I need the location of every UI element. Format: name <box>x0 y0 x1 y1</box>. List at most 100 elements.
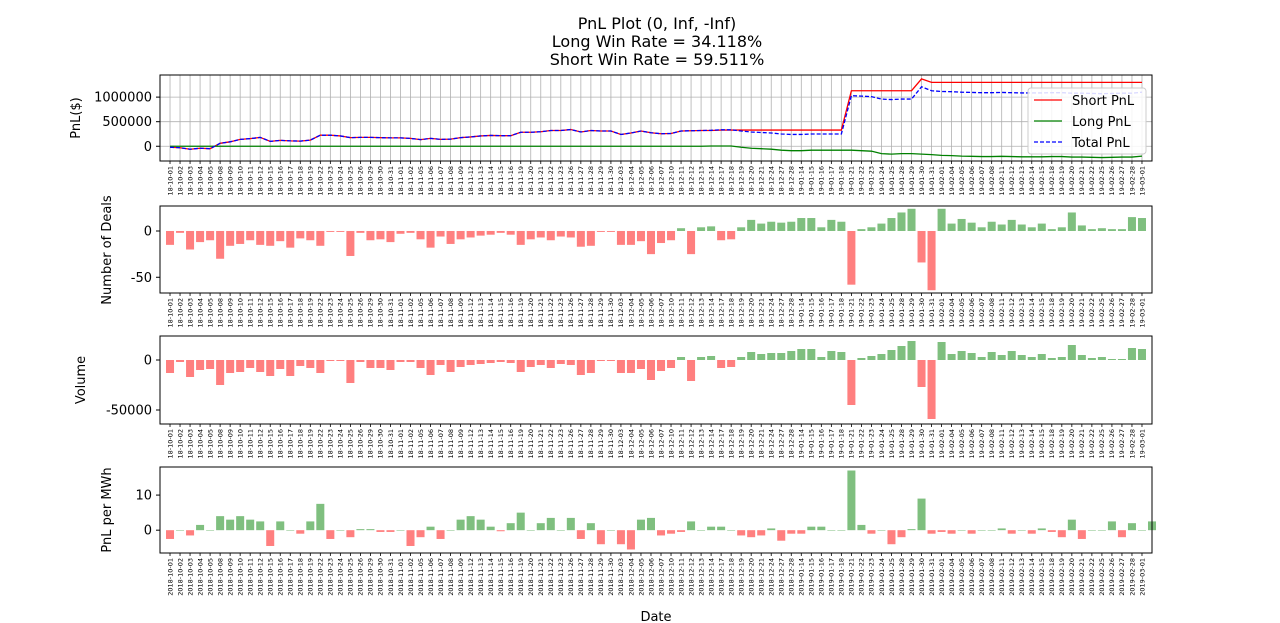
x-tick-label: 19-01-24 <box>878 298 886 328</box>
x-tick-label: 18-10-04 <box>196 166 204 196</box>
x-tick-label: 18-10-15 <box>267 166 275 196</box>
x-tick-label: 18-11-20 <box>527 166 535 196</box>
x-tick-label: 18-12-27 <box>778 166 786 196</box>
x-tick-label: 19-01-31 <box>928 298 936 328</box>
bar <box>1107 359 1116 360</box>
x-tick-label: 2018-12-28 <box>788 558 796 596</box>
bar <box>1097 530 1106 531</box>
x-tick-label: 18-10-23 <box>327 429 335 459</box>
y-tick-label: -50 <box>131 271 152 286</box>
bar <box>887 350 896 360</box>
x-tick-label: 2018-11-06 <box>427 558 435 596</box>
x-tick-label: 18-11-29 <box>597 429 605 459</box>
x-tick-label: 18-10-02 <box>176 298 184 328</box>
bar <box>867 356 876 360</box>
x-tick-label: 18-12-04 <box>627 429 635 459</box>
x-tick-label: 18-12-17 <box>717 298 725 328</box>
bar <box>216 516 225 531</box>
x-tick-label: 18-11-22 <box>547 298 555 328</box>
x-tick-label: 18-11-19 <box>517 166 525 196</box>
x-tick-label: 19-02-13 <box>1018 429 1026 459</box>
x-tick-label: 2019-02-15 <box>1038 558 1046 596</box>
x-tick-label: 18-12-04 <box>627 166 635 196</box>
bar <box>596 230 605 232</box>
x-tick-label: 18-11-14 <box>487 166 495 196</box>
bar <box>476 360 485 364</box>
x-tick-label: 18-11-09 <box>457 298 465 328</box>
bar <box>236 516 245 531</box>
x-tick-label: 18-12-06 <box>647 298 655 328</box>
bar <box>1027 227 1036 231</box>
bar <box>306 360 315 368</box>
x-tick-label: 18-10-31 <box>387 429 395 459</box>
x-tick-label: 18-12-27 <box>778 429 786 459</box>
bar <box>747 219 756 231</box>
bar <box>977 227 986 231</box>
x-tick-label: 19-01-14 <box>798 429 806 459</box>
x-tick-label: 18-10-23 <box>327 166 335 196</box>
bar <box>787 351 796 360</box>
x-tick-label: 18-11-14 <box>487 298 495 328</box>
x-tick-label: 18-11-12 <box>467 166 475 196</box>
legend-entry: Long PnL <box>1072 115 1131 130</box>
bar <box>987 530 996 531</box>
x-tick-label: 18-10-18 <box>297 429 305 459</box>
x-axis-label: Date <box>640 610 671 623</box>
bar <box>266 530 275 546</box>
x-tick-label: 19-02-01 <box>938 429 946 459</box>
x-tick-label: 19-02-11 <box>998 429 1006 459</box>
y-axis-label: PnL($) <box>69 97 84 139</box>
x-tick-label: 18-11-27 <box>577 298 585 328</box>
x-tick-label: 19-01-22 <box>858 166 866 196</box>
bar <box>366 230 375 241</box>
bar <box>757 354 766 360</box>
x-tick-label: 19-02-20 <box>1068 298 1076 328</box>
x-tick-label: 18-12-03 <box>617 298 625 328</box>
bar <box>216 360 225 385</box>
x-tick-label: 18-12-17 <box>717 166 725 196</box>
bar <box>967 530 976 534</box>
bar <box>346 360 355 383</box>
bar <box>506 360 515 363</box>
x-tick-label: 18-10-05 <box>206 429 214 459</box>
bar <box>386 530 395 532</box>
bar <box>636 230 645 242</box>
x-tick-label: 19-02-04 <box>948 166 956 196</box>
x-tick-label: 19-03-01 <box>1138 166 1146 196</box>
bar <box>586 523 595 531</box>
bar <box>667 230 676 241</box>
x-tick-label: 18-10-10 <box>236 429 244 459</box>
x-tick-label: 18-12-14 <box>707 166 715 196</box>
x-tick-label: 19-02-19 <box>1058 429 1066 459</box>
bar <box>767 221 776 231</box>
x-tick-label: 18-11-26 <box>567 429 575 459</box>
x-tick-label: 2018-11-28 <box>587 558 595 596</box>
bar <box>576 530 585 539</box>
series-line <box>169 78 1142 150</box>
x-tick-label: 2019-01-24 <box>878 558 886 596</box>
x-tick-label: 18-11-06 <box>427 166 435 196</box>
bar <box>446 360 455 372</box>
bar <box>907 208 916 231</box>
bar <box>887 218 896 231</box>
y-tick-label: 500000 <box>102 115 152 130</box>
bar <box>566 360 575 365</box>
x-tick-label: 18-12-13 <box>697 166 705 196</box>
x-tick-label: 2018-11-19 <box>517 558 525 596</box>
bar <box>807 218 816 231</box>
x-tick-label: 19-02-13 <box>1018 298 1026 328</box>
x-tick-label: 18-12-21 <box>758 166 766 196</box>
x-tick-label: 19-01-18 <box>838 298 846 328</box>
bar <box>997 355 1006 360</box>
bar <box>486 526 495 531</box>
bar <box>667 360 676 368</box>
bar <box>316 230 325 246</box>
x-tick-label: 19-02-28 <box>1128 166 1136 196</box>
bar <box>176 360 185 362</box>
x-tick-label: 18-10-17 <box>287 166 295 196</box>
x-tick-label: 18-12-06 <box>647 429 655 459</box>
x-tick-label: 19-02-14 <box>1028 298 1036 328</box>
bar <box>256 360 265 372</box>
y-tick-label: -50000 <box>106 404 152 419</box>
